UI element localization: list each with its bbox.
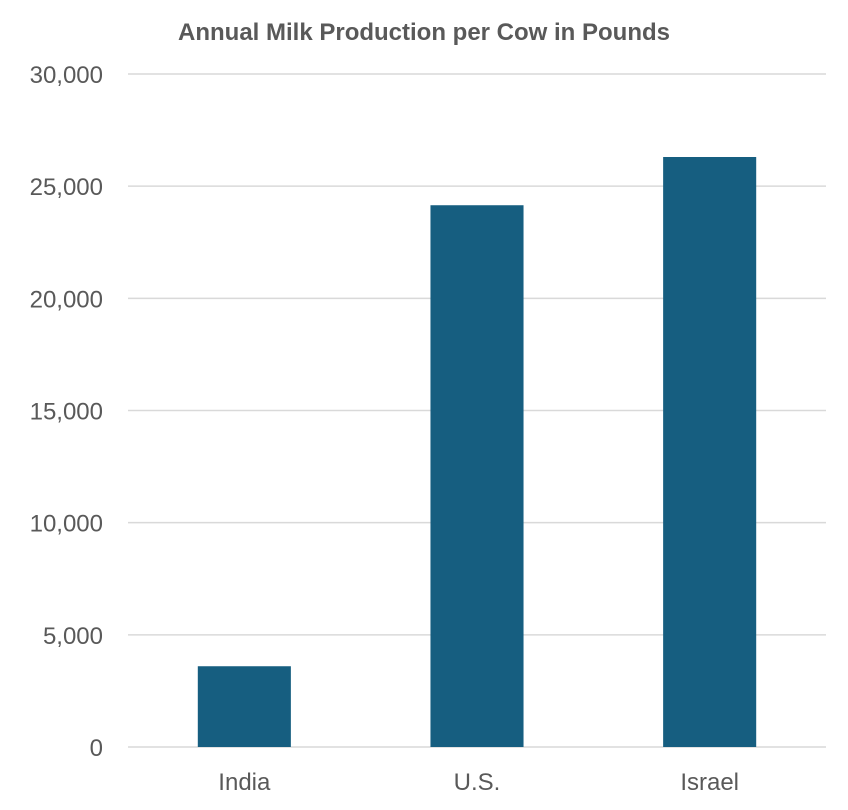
y-tick-label: 25,000 [30,174,103,201]
x-tick-label: U.S. [454,769,501,796]
y-tick-label: 5,000 [43,623,103,650]
y-tick-label: 15,000 [30,399,103,426]
y-tick-label: 30,000 [30,62,103,89]
x-tick-label: Israel [680,769,739,796]
y-axis-tick-labels: 0 5,000 10,000 15,000 20,000 25,000 30,000 [30,62,103,762]
bar-india [197,666,291,747]
chart-title: Annual Milk Production per Cow in Pounds [178,19,670,46]
bar-israel [663,157,757,748]
x-tick-label: India [218,769,271,796]
bars [197,157,757,748]
y-tick-label: 0 [90,735,103,762]
bar-u-s [430,205,524,748]
y-tick-label: 10,000 [30,511,103,538]
y-tick-label: 20,000 [30,286,103,313]
x-axis-tick-labels: India U.S. Israel [218,769,739,796]
